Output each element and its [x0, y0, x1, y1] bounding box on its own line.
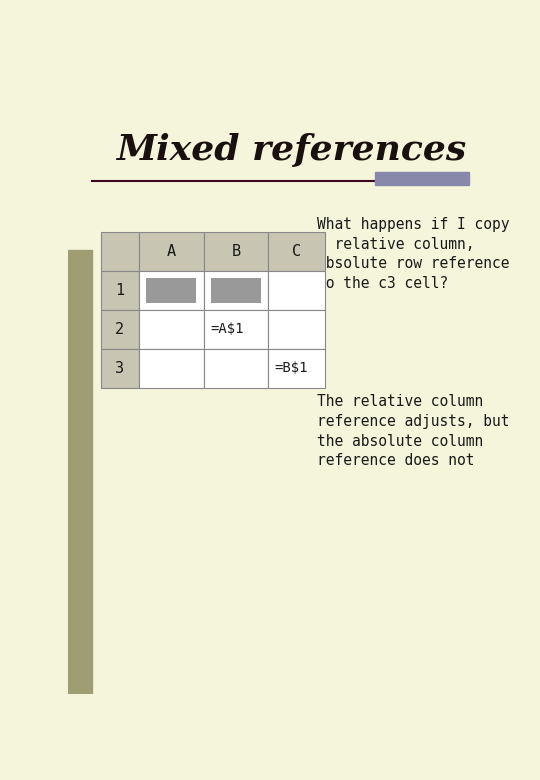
Bar [139, 349, 204, 388]
Text: 3: 3 [115, 361, 124, 376]
Bar [268, 349, 325, 388]
Bar [204, 349, 268, 388]
Bar [68, 250, 92, 694]
Bar [375, 172, 469, 186]
Bar [101, 310, 139, 349]
Bar [146, 278, 195, 303]
Bar [268, 271, 325, 310]
Bar [204, 232, 268, 271]
Text: Mixed references: Mixed references [116, 133, 466, 167]
Text: B: B [231, 244, 240, 259]
Text: =A$1: =A$1 [210, 322, 244, 336]
Bar [204, 271, 268, 310]
Text: =B$1: =B$1 [274, 361, 307, 375]
Bar [139, 232, 204, 271]
Text: 1: 1 [115, 283, 124, 298]
Bar [268, 310, 325, 349]
Text: The relative column
reference adjusts, but
the absolute column
reference does no: The relative column reference adjusts, b… [316, 394, 509, 468]
Bar [139, 271, 204, 310]
Text: 2: 2 [115, 322, 124, 337]
Bar [268, 232, 325, 271]
Text: What happens if I copy
a relative column,
absolute row reference
to the c3 cell?: What happens if I copy a relative column… [316, 217, 509, 291]
Text: A: A [166, 244, 176, 259]
Bar [204, 310, 268, 349]
Bar [101, 271, 139, 310]
Text: C: C [292, 244, 301, 259]
Bar [101, 349, 139, 388]
Bar [139, 310, 204, 349]
Bar [211, 278, 261, 303]
Bar [101, 232, 139, 271]
